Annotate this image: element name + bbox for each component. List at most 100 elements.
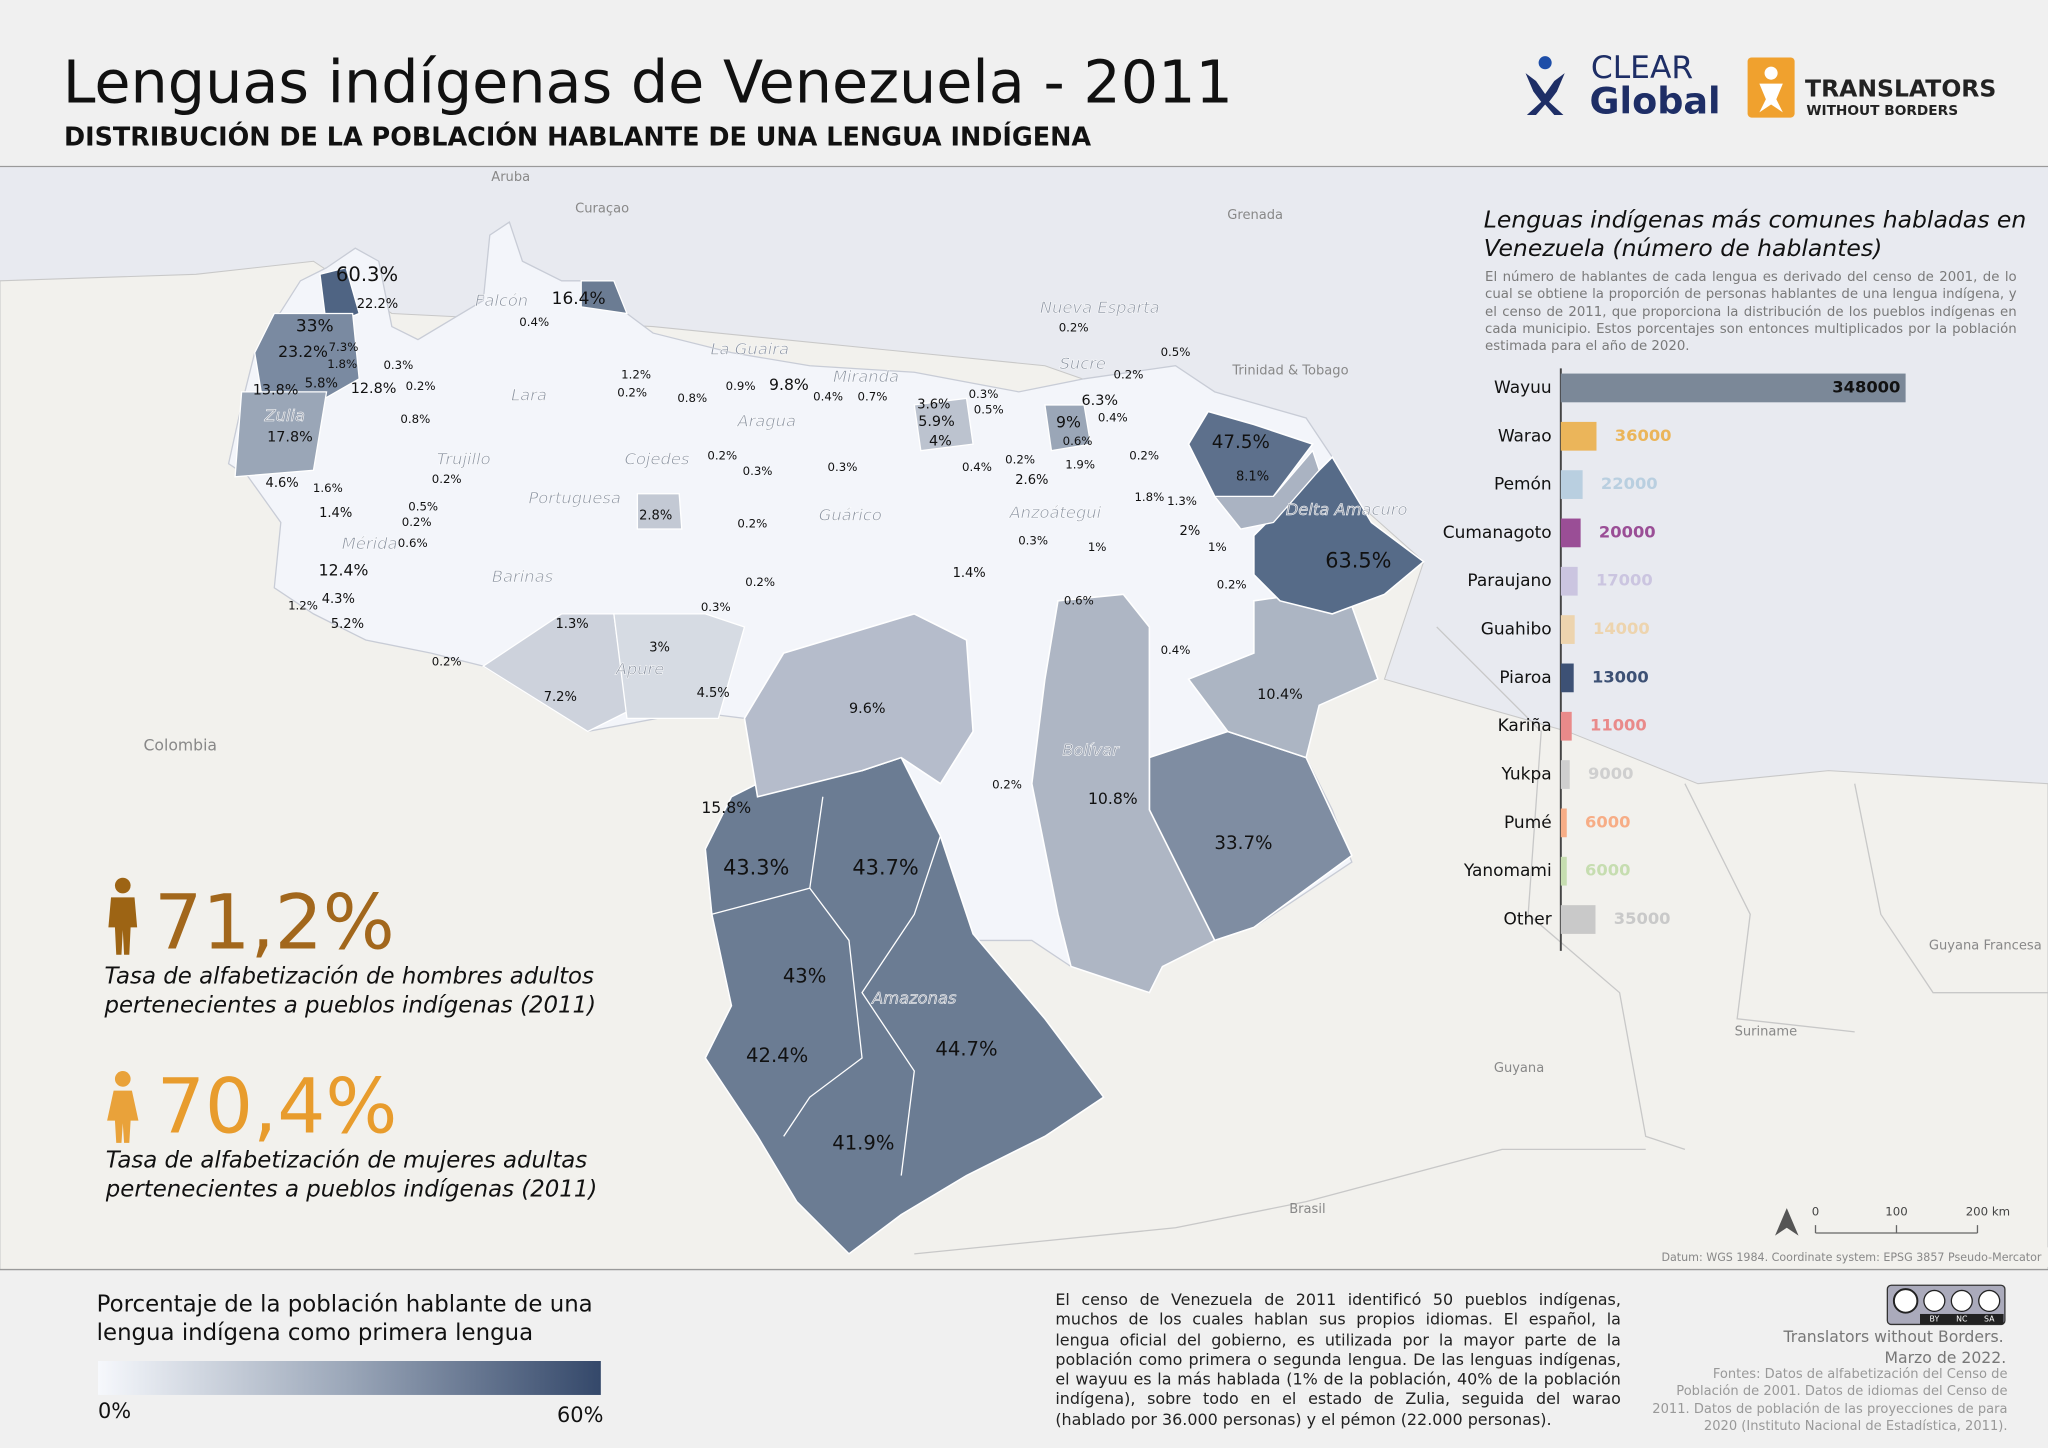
- value-label: 36000: [1615, 426, 1672, 445]
- footer-text-box: El censo de Venezuela de 2011 identificó…: [1055, 1290, 1621, 1428]
- region-name: Delta Amacuro: [1286, 500, 1408, 519]
- region-name: Cojedes: [625, 449, 690, 468]
- country-name: Guyana Francesa: [1928, 939, 2042, 954]
- value-label: 13000: [1592, 667, 1649, 686]
- bar: [1560, 856, 1567, 886]
- bar: [1560, 905, 1596, 934]
- license-label: BY: [1930, 1315, 1940, 1324]
- map-label: 1.3%: [1167, 494, 1197, 508]
- map-label: 5.8%: [305, 377, 338, 392]
- map-label: 1.8%: [327, 357, 357, 371]
- region-name: Amazonas: [871, 989, 957, 1008]
- category-label: Guahibo: [1481, 620, 1552, 640]
- value-label: 348000: [1832, 377, 1900, 396]
- logo-text: Global: [1590, 80, 1721, 123]
- bar: [1560, 808, 1567, 838]
- region-name: Mérida: [342, 534, 398, 553]
- map-label: 9.8%: [769, 375, 809, 394]
- country-name: Grenada: [1227, 208, 1283, 223]
- logo-text: TRANSLATORS: [1805, 75, 1996, 103]
- stat-caption-box: Tasa de alfabetización de hombres adulto…: [104, 964, 596, 1019]
- woman-icon: [107, 1071, 139, 1143]
- header-band: [0, 0, 2048, 166]
- region-shaded: [913, 397, 974, 452]
- map-label: 1%: [1088, 540, 1107, 554]
- legend-max: 60%: [557, 1403, 603, 1427]
- map-label: 1.2%: [288, 599, 318, 613]
- map-label: 42.4%: [746, 1044, 808, 1067]
- map-label: 0.3%: [969, 387, 999, 401]
- region-name: Lara: [511, 385, 547, 404]
- region-name: Portuguesa: [528, 488, 620, 507]
- map-label: 1.9%: [1065, 457, 1095, 471]
- stats: 71,2% Tasa de alfabetización de hombres …: [104, 877, 597, 1203]
- bar: [1560, 421, 1597, 451]
- category-label: Yukpa: [1501, 765, 1552, 785]
- map-label: 0.2%: [406, 379, 436, 393]
- region-name: La Guaira: [710, 340, 788, 359]
- map-label: 0.3%: [1018, 533, 1048, 547]
- map-label: 0.5%: [974, 403, 1004, 417]
- bar: [1560, 470, 1583, 499]
- map-label: 0.8%: [400, 412, 430, 426]
- municipal-borders: [711, 796, 942, 1176]
- map-label: 63.5%: [1325, 549, 1391, 573]
- map-label: 0.2%: [745, 575, 775, 589]
- bar: [1560, 518, 1581, 548]
- map-label: 0.4%: [519, 315, 549, 329]
- map-label: 1%: [1208, 540, 1227, 554]
- scale-label: 100: [1885, 1205, 1907, 1219]
- sources: Fontes: Datos de alfabetización del Cens…: [1652, 1367, 2008, 1434]
- datum: Datum: WGS 1984. Coordinate system: EPSG…: [1661, 1251, 2041, 1264]
- region-name: Barinas: [492, 567, 554, 586]
- map-label: 0.4%: [813, 390, 843, 404]
- region-shaded: [613, 613, 746, 720]
- map-label: 4.5%: [697, 686, 730, 701]
- map-label: 0.4%: [1098, 410, 1128, 424]
- twb-logo: TRANSLATORS WITHOUT BORDERS: [1747, 57, 1996, 119]
- map-label: 0.2%: [617, 386, 647, 400]
- bar: [1560, 373, 1906, 403]
- map-label: 33%: [296, 317, 334, 337]
- category-label: Yanomami: [1463, 861, 1552, 881]
- map-label: 0.2%: [432, 472, 462, 486]
- region-name: Miranda: [833, 367, 899, 386]
- map-label: 0.2%: [402, 515, 432, 529]
- map-label: 0.6%: [1063, 434, 1093, 448]
- map-label: 4.3%: [322, 592, 355, 607]
- map-label: 0.2%: [737, 516, 767, 530]
- map-labels: 60.3% 22.2% 33% 23.2% 7.3% 1.8% 13.8% 5.8% 12.8%…: [143, 170, 2042, 1217]
- region-shaded: [1031, 593, 1216, 994]
- chart-title-box: Lenguas indígenas más comunes habladas e…: [1484, 206, 2027, 262]
- map-label: 17.8%: [267, 430, 313, 446]
- map: 60.3% 22.2% 33% 23.2% 7.3% 1.8% 13.8% 5.8% 12.8%…: [0, 167, 2048, 1271]
- region-name: Apure: [615, 660, 665, 679]
- map-label: 0.9%: [726, 379, 756, 393]
- map-label: 1.3%: [556, 617, 589, 632]
- category-label: Other: [1503, 910, 1551, 930]
- category-label: Warao: [1498, 426, 1552, 446]
- country-name: Guyana: [1494, 1061, 1544, 1076]
- map-label: 1.6%: [313, 481, 343, 495]
- country-name: Brasil: [1289, 1202, 1325, 1217]
- bar-chart: Lenguas indígenas más comunes habladas e…: [1443, 206, 2027, 951]
- chart-description: El número de hablantes de cada lengua es…: [1485, 270, 2017, 355]
- value-label: 6000: [1585, 861, 1630, 880]
- map-label: 0.7%: [858, 390, 888, 404]
- map-label: 4.6%: [266, 476, 299, 491]
- country-name: Trinidad & Tobago: [1231, 363, 1348, 378]
- legend-min: 0%: [98, 1399, 131, 1423]
- map-label: 0.6%: [1064, 593, 1094, 607]
- map-label: 0.3%: [828, 460, 858, 474]
- title: Lenguas indígenas de Venezuela - 2011: [63, 47, 1233, 116]
- map-label: 6.3%: [1082, 393, 1118, 409]
- map-label: 1.8%: [1134, 490, 1164, 504]
- map-label: 3.6%: [917, 397, 950, 412]
- license-badge: BY NC SA: [1886, 1284, 2006, 1326]
- map-label: 43.7%: [852, 856, 918, 880]
- scale-label: 0: [1812, 1205, 1819, 1219]
- map-label: 0.6%: [398, 536, 428, 550]
- map-label: 0.5%: [408, 499, 438, 513]
- map-label: 10.4%: [1257, 687, 1303, 703]
- map-label: 43.3%: [723, 856, 789, 880]
